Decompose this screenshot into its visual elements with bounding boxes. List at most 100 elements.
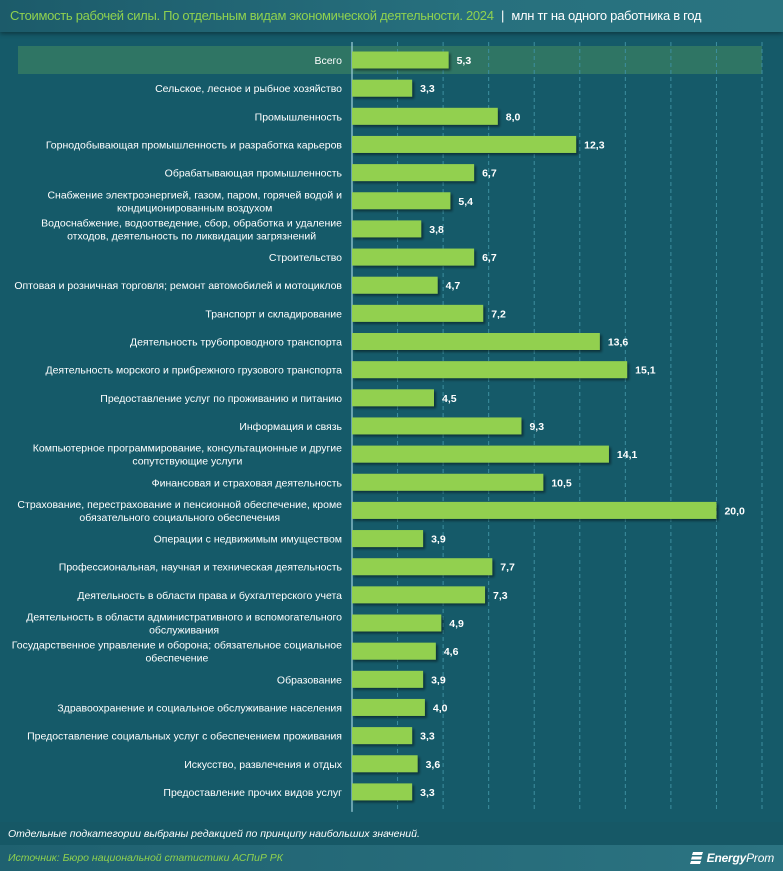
category-label-line: Деятельность в области административного… xyxy=(26,612,342,624)
bar xyxy=(352,473,544,491)
bar-chart: 5,3 Всего 3,3 Сельское, лесное и рыбное хоз… xyxy=(12,42,763,812)
value-label: 3,9 xyxy=(431,674,446,686)
category-label-line: Информация и связь xyxy=(239,421,342,433)
bar xyxy=(352,333,600,350)
category-label: Деятельность трубопроводного транспорта xyxy=(130,337,342,349)
category-label-line: Водоснабжение, водоотведение, сбор, обра… xyxy=(41,217,342,229)
category-label-line: Транспорт и складирование xyxy=(205,308,342,320)
category-label: Здравоохранение и социальное обслуживани… xyxy=(57,702,342,714)
category-label: Страхование, перестрахование и пенсионно… xyxy=(17,499,342,524)
category-label-line: Строительство xyxy=(269,252,342,264)
category-label-line: Операции с недвижимым имуществом xyxy=(154,534,342,546)
value-label: 5,3 xyxy=(457,55,472,67)
category-label-line: Горнодобывающая промышленность и разрабо… xyxy=(46,139,343,151)
bar xyxy=(352,614,442,632)
footer: Источник: Бюро национальной статистики А… xyxy=(0,845,783,871)
title-separator: | xyxy=(500,8,505,23)
category-label-line: Деятельность трубопроводного транспорта xyxy=(130,337,342,349)
bar xyxy=(352,192,451,210)
value-label: 5,4 xyxy=(458,196,473,208)
category-label: Образование xyxy=(277,674,342,686)
bar xyxy=(352,276,438,294)
bar xyxy=(352,417,522,435)
category-label: Государственное управление и оборона; об… xyxy=(12,640,342,665)
category-label-line: Искусство, развлечения и отдых xyxy=(184,759,343,771)
bar xyxy=(352,670,424,688)
chart-title: Стоимость рабочей силы. По отдельным вид… xyxy=(10,8,702,23)
category-label-line: Страхование, перестрахование и пенсионно… xyxy=(17,499,342,511)
category-label: Компьютерное программирование, консульта… xyxy=(33,443,342,468)
category-label: Всего xyxy=(314,55,342,67)
bar xyxy=(352,164,475,182)
value-label: 15,1 xyxy=(635,365,656,377)
bar xyxy=(352,445,609,463)
logo-text: EnergyProm xyxy=(707,851,775,865)
unit-label: млн тг на одного работника в год xyxy=(511,8,702,23)
value-label: 20,0 xyxy=(724,505,745,517)
chart-header: Стоимость рабочей силы. По отдельным вид… xyxy=(0,0,783,32)
category-label: Деятельность морского и прибрежного груз… xyxy=(45,365,342,377)
bar xyxy=(352,501,717,519)
category-label-line: Образование xyxy=(277,674,342,686)
value-label: 4,6 xyxy=(444,646,459,658)
category-label-line: Предоставление социальных услуг с обеспе… xyxy=(27,731,342,743)
category-label-line: обязательного социального обеспечения xyxy=(79,512,280,524)
value-label: 3,3 xyxy=(420,731,435,743)
category-label: Горнодобывающая промышленность и разрабо… xyxy=(46,139,343,151)
category-label-line: Снабжение электроэнергией, газом, паром,… xyxy=(47,189,342,201)
category-label: Оптовая и розничная торговля; ремонт авт… xyxy=(14,280,342,292)
value-label: 3,8 xyxy=(429,224,444,236)
bar xyxy=(352,135,577,153)
value-label: 3,3 xyxy=(420,83,435,95)
bar xyxy=(352,51,449,69)
value-label: 6,7 xyxy=(482,252,497,264)
category-label: Обрабатывающая промышленность xyxy=(165,168,343,180)
bar xyxy=(352,530,424,548)
category-label-line: Здравоохранение и социальное обслуживани… xyxy=(57,702,342,714)
category-label-line: Оптовая и розничная торговля; ремонт авт… xyxy=(14,280,342,292)
category-label: Предоставление прочих видов услуг xyxy=(163,787,342,799)
footnote: Отдельные подкатегории выбраны редакцией… xyxy=(8,828,420,840)
bar xyxy=(352,304,484,322)
category-label-line: Предоставление услуг по проживанию и пит… xyxy=(100,393,342,405)
bar xyxy=(352,558,493,576)
energyprom-logo-icon xyxy=(689,852,703,864)
bar xyxy=(352,642,436,660)
value-label: 7,7 xyxy=(500,562,515,574)
chart-area: 5,3 Всего 3,3 Сельское, лесное и рыбное хоз… xyxy=(0,32,783,822)
category-label: Промышленность xyxy=(255,111,343,123)
bar xyxy=(352,107,498,125)
category-label-line: Деятельность морского и прибрежного груз… xyxy=(45,365,342,377)
bar xyxy=(352,755,418,773)
category-label: Информация и связь xyxy=(239,421,342,433)
bar xyxy=(352,361,628,379)
category-label: Строительство xyxy=(269,252,342,264)
category-label-line: Всего xyxy=(314,55,342,67)
category-label-line: Сельское, лесное и рыбное хозяйство xyxy=(155,83,342,95)
category-label: Предоставление услуг по проживанию и пит… xyxy=(100,393,342,405)
bar xyxy=(352,586,486,604)
bar xyxy=(352,727,413,745)
logo-text-light: Prom xyxy=(746,851,774,865)
bar xyxy=(352,248,475,266)
value-label: 6,7 xyxy=(482,168,497,180)
value-label: 4,9 xyxy=(449,618,464,630)
value-label: 12,3 xyxy=(584,139,605,151)
category-label: Транспорт и складирование xyxy=(205,308,342,320)
category-label-line: кондиционированным воздухом xyxy=(117,202,272,214)
value-label: 3,3 xyxy=(420,787,435,799)
value-label: 8,0 xyxy=(506,111,521,123)
category-label-line: обслуживания xyxy=(149,625,219,637)
category-label-line: обеспечение xyxy=(145,653,208,665)
value-label: 4,7 xyxy=(446,280,461,292)
bar xyxy=(352,79,413,97)
category-label: Искусство, развлечения и отдых xyxy=(184,759,343,771)
bar xyxy=(352,389,434,407)
category-label: Деятельность в области административного… xyxy=(26,612,342,637)
value-label: 10,5 xyxy=(551,477,572,489)
bar xyxy=(352,220,422,238)
category-label: Предоставление социальных услуг с обеспе… xyxy=(27,731,342,743)
bar xyxy=(352,698,425,716)
category-label: Снабжение электроэнергией, газом, паром,… xyxy=(47,189,342,214)
category-label: Деятельность в области права и бухгалтер… xyxy=(77,590,342,602)
